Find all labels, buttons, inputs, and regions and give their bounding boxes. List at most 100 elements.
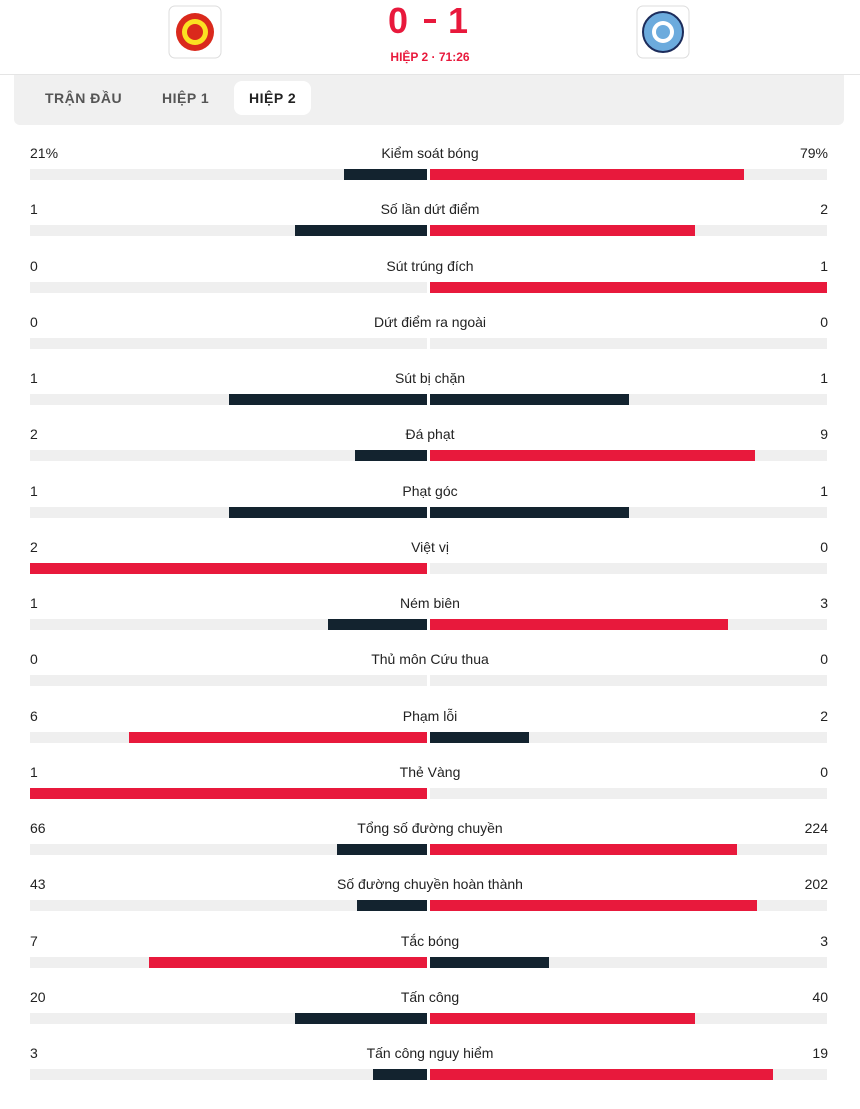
home-track xyxy=(30,450,427,462)
away-score: 1 xyxy=(448,0,469,41)
stat-label: Việt vị xyxy=(411,538,449,555)
stat-row: 2 Việt vị 0 xyxy=(0,539,860,603)
home-bar xyxy=(354,450,427,462)
stat-row: 20 Tấn công 40 xyxy=(0,989,860,1053)
home-value: 7 xyxy=(30,932,38,949)
stat-row: 0 Thủ môn Cứu thua 0 xyxy=(0,651,860,715)
stat-label: Sút bị chặn xyxy=(394,370,466,386)
away-bar xyxy=(430,281,827,293)
home-track xyxy=(30,844,427,855)
home-bar xyxy=(228,394,427,405)
away-bar xyxy=(430,619,728,630)
stat-label: Tấn công xyxy=(400,988,460,1005)
away-bar xyxy=(430,225,695,237)
home-value: 6 xyxy=(30,707,38,724)
away-value: 0 xyxy=(820,651,828,668)
home-bar xyxy=(294,225,427,237)
away-bar xyxy=(430,844,737,855)
home-value: 2 xyxy=(30,426,38,443)
home-bar xyxy=(327,619,427,630)
away-bar xyxy=(430,1012,695,1024)
away-value: 0 xyxy=(820,763,828,780)
stat-label: Dứt điểm ra ngoài xyxy=(373,313,487,330)
away-value: 79% xyxy=(799,145,828,161)
home-bar xyxy=(149,956,427,968)
stat-row: 7 Tắc bóng 3 xyxy=(0,933,860,997)
home-bar xyxy=(228,506,427,518)
away-value: 9 xyxy=(820,426,828,443)
home-track xyxy=(30,1012,427,1024)
home-track xyxy=(30,281,427,293)
stat-row: 1 Số lần dứt điểm 2 xyxy=(0,201,860,265)
away-bar xyxy=(430,900,758,912)
away-track xyxy=(430,956,827,968)
home-value: 0 xyxy=(30,313,38,330)
away-value: 3 xyxy=(820,595,828,611)
away-bar xyxy=(430,506,629,518)
away-track xyxy=(430,787,827,799)
stat-label: Đá phạt xyxy=(405,426,455,443)
home-track xyxy=(30,675,427,687)
home-value: 20 xyxy=(30,988,46,1005)
stat-label: Tấn công nguy hiểm xyxy=(366,1045,494,1061)
home-value: 21% xyxy=(30,145,59,161)
stat-row: 21% Kiểm soát bóng 79% xyxy=(0,145,860,209)
away-value: 0 xyxy=(820,538,828,555)
home-score: 0 xyxy=(388,0,409,41)
away-bar xyxy=(430,450,755,462)
home-value: 2 xyxy=(30,538,38,555)
stat-row: 1 Thẻ Vàng 0 xyxy=(0,764,860,828)
home-bar xyxy=(336,844,427,855)
home-bar xyxy=(30,562,427,574)
stat-row: 0 Dứt điểm ra ngoài 0 xyxy=(0,314,860,378)
away-value: 1 xyxy=(820,257,828,274)
home-track xyxy=(30,619,427,630)
home-value: 1 xyxy=(30,595,38,611)
stat-row: 0 Sút trúng đích 1 xyxy=(0,258,860,322)
stat-row: 2 Đá phạt 9 xyxy=(0,426,860,490)
home-track xyxy=(30,337,427,349)
away-bar xyxy=(430,956,550,968)
stat-label: Số lần dứt điểm xyxy=(380,201,480,218)
away-value: 40 xyxy=(812,988,828,1005)
home-value: 66 xyxy=(30,820,46,836)
away-value: 1 xyxy=(820,482,828,499)
match-status: HIỆP 2 · 71:26 xyxy=(390,50,470,64)
tab[interactable]: TRẬN ĐẦU xyxy=(45,90,123,106)
score: 0 1 xyxy=(380,0,480,42)
divider xyxy=(0,74,860,75)
home-bar xyxy=(372,1069,427,1080)
home-bar xyxy=(129,731,427,743)
home-track xyxy=(30,900,427,912)
away-bar xyxy=(430,1069,773,1080)
away-bar xyxy=(430,394,629,405)
tab[interactable]: HIỆP 2 xyxy=(234,81,312,115)
home-value: 1 xyxy=(30,201,38,218)
stat-label: Số đường chuyền hoàn thành xyxy=(337,876,523,893)
tab[interactable]: HIỆP 1 xyxy=(162,90,210,106)
away-track xyxy=(430,562,827,574)
away-value: 202 xyxy=(804,876,828,893)
stat-row: 43 Số đường chuyền hoàn thành 202 xyxy=(0,876,860,940)
stat-label: Phạm lỗi xyxy=(402,707,458,724)
away-track xyxy=(430,506,827,518)
stat-row: 1 Phạt góc 1 xyxy=(0,483,860,547)
home-logo xyxy=(168,5,222,59)
home-value: 1 xyxy=(30,370,38,386)
stat-label: Kiểm soát bóng xyxy=(381,145,479,161)
home-value: 3 xyxy=(30,1045,38,1061)
home-bar xyxy=(30,787,427,799)
stat-label: Sút trúng đích xyxy=(386,257,474,274)
away-value: 3 xyxy=(820,932,828,949)
stat-label: Ném biên xyxy=(400,595,460,611)
away-value: 2 xyxy=(820,201,828,218)
stat-row: 6 Phạm lỗi 2 xyxy=(0,708,860,772)
away-track xyxy=(430,731,827,743)
stat-row: 1 Sút bị chặn 1 xyxy=(0,370,860,434)
away-logo xyxy=(636,5,690,59)
home-track xyxy=(30,1069,427,1080)
stat-label: Thủ môn Cứu thua xyxy=(371,651,489,668)
away-value: 0 xyxy=(820,313,828,330)
tab-bar: TRẬN ĐẦU HIỆP 1 HIỆP 2 xyxy=(14,75,844,125)
